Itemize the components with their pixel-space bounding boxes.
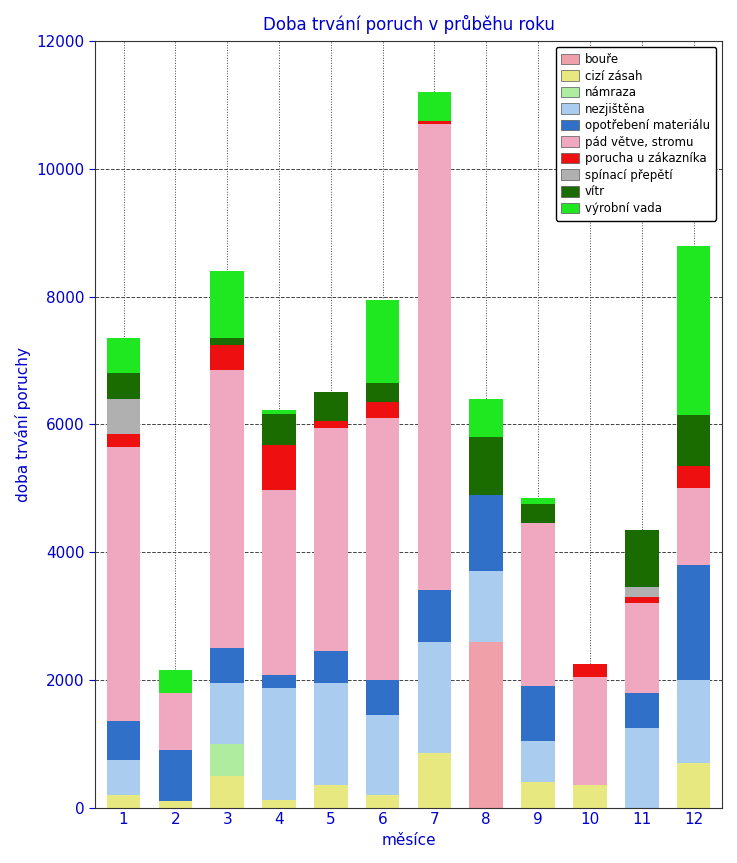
- Bar: [366, 795, 399, 808]
- Bar: [158, 750, 192, 801]
- Bar: [262, 413, 296, 445]
- Legend: bouře, cizí zásah, námraza, nezjištěna, opotřebení materiálu, pád větve, stromu,: bouře, cizí zásah, námraza, nezjištěna, …: [556, 47, 716, 221]
- Bar: [521, 740, 555, 782]
- Bar: [521, 686, 555, 740]
- Bar: [210, 744, 244, 776]
- Bar: [262, 445, 296, 490]
- Bar: [573, 785, 607, 808]
- Bar: [210, 344, 244, 370]
- Bar: [625, 728, 659, 808]
- Bar: [469, 494, 503, 571]
- Bar: [418, 753, 451, 808]
- Bar: [521, 504, 555, 523]
- Bar: [366, 680, 399, 715]
- Bar: [107, 434, 141, 447]
- Bar: [107, 374, 141, 399]
- Bar: [107, 399, 141, 434]
- Bar: [262, 490, 296, 676]
- Bar: [521, 523, 555, 686]
- Bar: [573, 677, 607, 785]
- Bar: [158, 671, 192, 693]
- Bar: [314, 393, 348, 421]
- Bar: [418, 121, 451, 124]
- Bar: [314, 421, 348, 427]
- Bar: [677, 466, 710, 488]
- Bar: [366, 715, 399, 795]
- Bar: [625, 597, 659, 603]
- Bar: [469, 399, 503, 438]
- Bar: [262, 410, 296, 413]
- Bar: [107, 447, 141, 721]
- Bar: [314, 427, 348, 651]
- Bar: [677, 680, 710, 763]
- Bar: [677, 763, 710, 808]
- Bar: [366, 299, 399, 383]
- Bar: [521, 782, 555, 808]
- Bar: [210, 370, 244, 648]
- Bar: [366, 418, 399, 680]
- Bar: [314, 651, 348, 683]
- Bar: [314, 683, 348, 785]
- X-axis label: měsíce: měsíce: [381, 833, 436, 848]
- Bar: [366, 402, 399, 418]
- Bar: [677, 565, 710, 680]
- Bar: [210, 338, 244, 344]
- Bar: [107, 721, 141, 759]
- Bar: [418, 590, 451, 641]
- Bar: [677, 246, 710, 415]
- Bar: [418, 124, 451, 590]
- Bar: [469, 571, 503, 641]
- Bar: [625, 693, 659, 728]
- Bar: [262, 676, 296, 688]
- Bar: [677, 488, 710, 565]
- Bar: [469, 438, 503, 494]
- Bar: [107, 338, 141, 374]
- Bar: [210, 648, 244, 683]
- Bar: [262, 800, 296, 808]
- Bar: [625, 603, 659, 693]
- Bar: [107, 795, 141, 808]
- Bar: [210, 271, 244, 338]
- Bar: [158, 801, 192, 808]
- Bar: [625, 530, 659, 587]
- Bar: [677, 415, 710, 466]
- Bar: [210, 776, 244, 808]
- Bar: [625, 587, 659, 597]
- Bar: [418, 641, 451, 753]
- Bar: [314, 785, 348, 808]
- Bar: [158, 693, 192, 750]
- Bar: [521, 498, 555, 504]
- Bar: [469, 641, 503, 808]
- Y-axis label: doba trvání poruchy: doba trvání poruchy: [15, 347, 31, 501]
- Bar: [107, 759, 141, 795]
- Bar: [366, 383, 399, 402]
- Bar: [210, 683, 244, 744]
- Bar: [262, 688, 296, 800]
- Bar: [573, 664, 607, 677]
- Title: Doba trvání poruch v průběhu roku: Doba trvání poruch v průběhu roku: [262, 15, 554, 34]
- Bar: [418, 92, 451, 121]
